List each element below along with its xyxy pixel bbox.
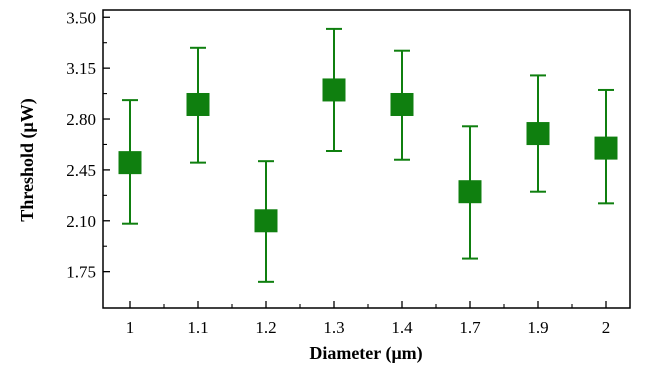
y-tick-label: 2.45 [66,161,96,180]
x-tick-label: 1.9 [527,318,548,337]
x-tick-label: 1.4 [391,318,413,337]
x-tick-label: 1.3 [323,318,344,337]
plot-frame [102,9,631,309]
data-point [458,180,482,204]
x-tick-label: 1.2 [255,318,276,337]
x-tick-label: 2 [602,318,611,337]
x-tick-label: 1 [126,318,135,337]
y-tick-label: 2.80 [66,110,96,129]
y-axis: 1.75 2.10 2.45 2.80 3.15 3.50 [66,8,110,282]
data-point [322,78,346,102]
data-series [118,27,618,283]
data-point [186,92,210,116]
x-axis-title: Diameter (μm) [309,343,422,364]
data-point [390,92,414,116]
y-tick-label: 2.10 [66,212,96,231]
data-point [526,122,550,146]
y-tick-label: 3.15 [66,59,96,78]
x-tick-label: 1.1 [187,318,208,337]
data-point [118,151,142,175]
y-tick-label: 1.75 [66,263,96,282]
y-axis-title: Threshold (μW) [17,98,38,221]
x-tick-label: 1.7 [459,318,481,337]
y-tick-label: 3.50 [66,8,96,27]
data-point [254,209,278,233]
x-axis: 1 1.1 1.2 1.3 1.4 1.7 1.9 2 [126,301,611,337]
data-point [594,136,618,160]
